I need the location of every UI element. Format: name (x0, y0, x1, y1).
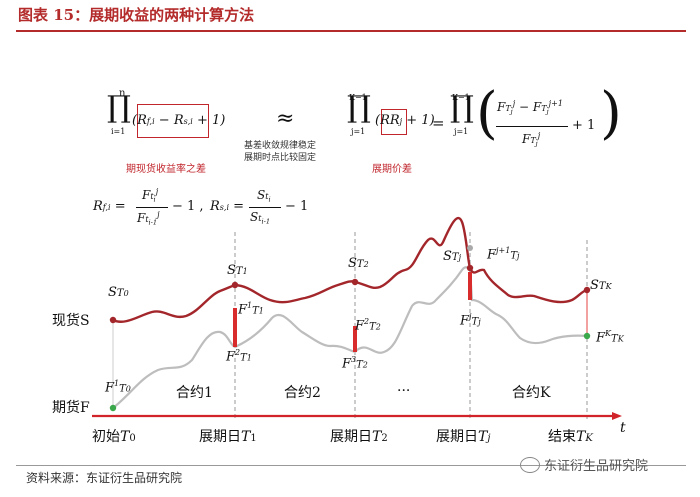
futures-start-marker (109, 404, 117, 412)
wechat-icon (520, 456, 540, 473)
time-end-label: 结束TK (548, 429, 593, 445)
rollover-bar-1 (233, 308, 237, 347)
time-axis-arrow (612, 412, 622, 420)
spread-note: 期现货收益率之差 (126, 164, 206, 175)
product-right-lower: j=1 (454, 127, 469, 136)
approx-sign: ≈ (276, 106, 295, 131)
label-F1-T0: F1T0 (105, 379, 131, 396)
rollover-bar-2 (353, 326, 357, 352)
def-rf-den: Fti-1j (137, 210, 160, 227)
rr-term: (RRj + 1) (375, 113, 435, 128)
time-rj-label: 展期日Tj (436, 429, 491, 445)
product-middle-lower: j=1 (351, 127, 366, 136)
spot-start-marker (109, 316, 117, 324)
equals-sign: = (432, 114, 445, 132)
contract-2-label: 合约2 (284, 385, 321, 401)
def-rs-num: Sti (257, 188, 271, 204)
spread-term: (Rf,i − Rs,i + 1) (132, 113, 226, 128)
time-axis-label: t (620, 420, 626, 436)
figure-title: 图表 15：展期收益的两种计算方法 (18, 6, 255, 24)
rr-note: 展期价差 (372, 164, 412, 175)
spot-marker-2 (351, 278, 359, 286)
watermark: 东证衍生品研究院 (520, 455, 648, 474)
product-left-upper: n (119, 88, 126, 99)
middle-note-2: 展期时点比较固定 (244, 153, 317, 163)
label-F2-T2: F2T2 (355, 317, 381, 334)
def-rs-line (249, 207, 281, 208)
middle-note-1: 基差收敛规律稳定 (244, 141, 317, 151)
def-rf-num: Ftij (142, 187, 159, 204)
rr-denominator: FTjj (522, 131, 541, 148)
def-rf: Rf,i = (93, 199, 126, 214)
footer-rule (16, 465, 686, 466)
rr-numerator: FTjj − FTjj+1 (497, 99, 563, 116)
label-F2-T1: F2T1 (226, 348, 252, 365)
spot-end-marker (583, 286, 591, 294)
def-rs-minus: − 1 (285, 199, 309, 214)
title-rule (16, 30, 686, 32)
label-F1-T1: F1T1 (238, 301, 264, 318)
rollover-bar-j (468, 272, 472, 300)
rr-highlight-box (381, 109, 407, 135)
product-left-lower: i=1 (111, 127, 126, 136)
big-paren-right: ) (600, 81, 622, 146)
label-S-T0: ST0 (108, 285, 129, 300)
product-right-upper: K−1 (452, 93, 470, 102)
label-S-TK: STK (590, 278, 612, 293)
time-r1-label: 展期日T1 (199, 429, 257, 445)
futures-axis-label: 期货F (52, 400, 90, 416)
label-S-Tj: STj (443, 249, 462, 264)
futures-end-marker (583, 332, 591, 340)
contract-1-label: 合约1 (176, 385, 213, 401)
product-symbol-left: ∏ (107, 90, 131, 125)
label-S-T2: ST2 (348, 256, 369, 271)
futures-marker-j (467, 245, 473, 251)
time-r2-label: 展期日T2 (330, 429, 388, 445)
product-symbol-middle: ∏ (347, 90, 371, 125)
futures-curve (112, 266, 588, 409)
spot-marker-j (466, 264, 474, 272)
spot-marker-1 (231, 281, 239, 289)
def-rs-den: Sti-1 (250, 210, 271, 226)
contract-dots-label: ··· (397, 383, 411, 399)
label-Fj-Tj: FjTj (460, 312, 481, 329)
rr-fraction-line (496, 126, 568, 127)
spot-curve (112, 216, 588, 323)
spread-highlight-box (137, 104, 209, 138)
product-middle-upper: K−1 (349, 93, 367, 102)
spot-axis-label: 现货S (52, 313, 90, 329)
label-FK-TK: FKTK (596, 329, 624, 346)
label-S-T1: ST1 (227, 263, 248, 278)
big-paren-left: ( (476, 81, 498, 146)
def-rf-line (136, 207, 168, 208)
product-symbol-right: ∏ (450, 90, 474, 125)
time-start-label: 初始T0 (92, 429, 136, 445)
label-Fj1-Tj: Fj+1Tj (487, 246, 520, 263)
def-rs: Rs,i = (210, 199, 245, 214)
plus-one-right: + 1 (572, 118, 596, 133)
source-note: 资料来源：东证衍生品研究院 (26, 471, 183, 485)
def-rf-minus: − 1 , (172, 199, 204, 214)
contract-k-label: 合约K (512, 385, 551, 401)
label-F3-T2: F3T2 (342, 355, 368, 372)
